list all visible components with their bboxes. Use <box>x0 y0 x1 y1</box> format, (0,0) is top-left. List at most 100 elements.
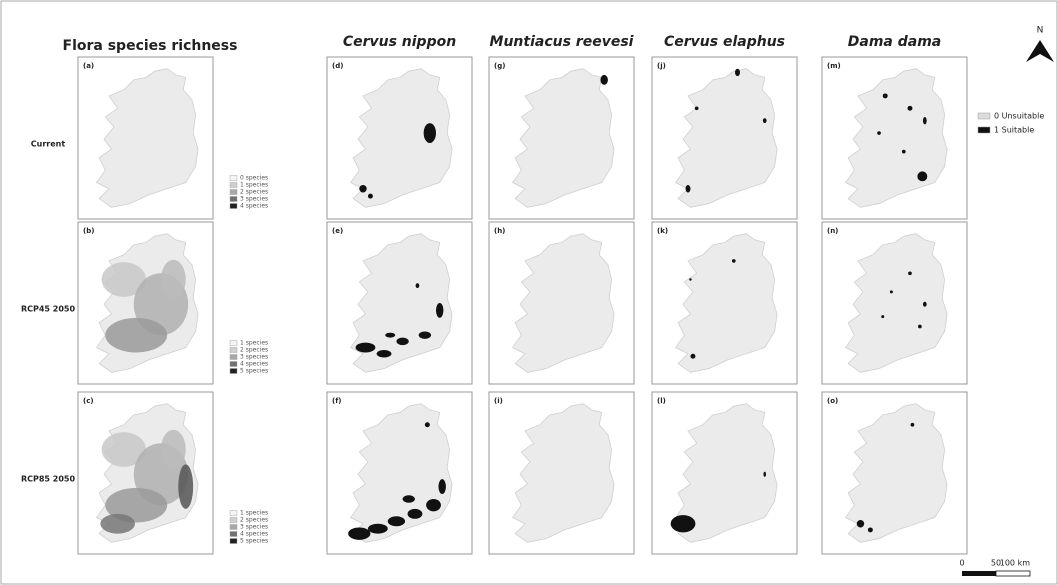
map-panel: (n) <box>822 222 967 384</box>
map-panel: (h) <box>489 222 634 384</box>
legend-swatch <box>230 341 237 346</box>
legend-swatch <box>230 518 237 523</box>
legend-label: 2 species <box>240 347 268 354</box>
richness-zone <box>178 464 193 509</box>
legend-label: 3 species <box>240 354 268 361</box>
suitable-patch <box>881 315 884 318</box>
suitable-patch <box>348 527 370 539</box>
suitable-patch <box>883 93 888 98</box>
map-panel: (e) <box>327 222 472 384</box>
suitable-patch <box>917 171 927 181</box>
map-panel: (i) <box>489 392 634 554</box>
legend-label: 1 species <box>240 340 268 347</box>
panel-label: (k) <box>657 227 668 235</box>
column-title: Cervus nippon <box>343 34 456 50</box>
suitable-patch <box>686 185 691 192</box>
map-panel: (o) <box>822 392 967 554</box>
scale-bar <box>962 571 1030 576</box>
map-panel: (a) <box>78 57 213 219</box>
legend-swatch <box>230 197 237 202</box>
row-label: RCP85 2050 <box>21 475 76 484</box>
legend-swatch <box>230 176 237 181</box>
legend-label: 2 species <box>240 517 268 524</box>
column-title: Muntiacus reevesi <box>490 34 634 50</box>
panel-label: (i) <box>494 397 503 405</box>
suitable-patch <box>368 524 388 534</box>
legend-label: 1 species <box>240 182 268 189</box>
panel-label: (h) <box>494 227 505 235</box>
suitable-patch <box>763 472 765 477</box>
legend-label: 5 species <box>240 538 268 545</box>
suitable-patch <box>907 106 912 111</box>
legend-swatch <box>230 532 237 537</box>
suitable-patch <box>868 527 873 532</box>
legend-swatch <box>230 355 237 360</box>
suitable-patch <box>732 259 736 263</box>
legend-swatch <box>230 525 237 530</box>
panel-label: (m) <box>827 62 841 70</box>
suitable-patch <box>735 69 740 76</box>
suitable-patch <box>923 117 927 124</box>
suitable-patch <box>857 520 864 527</box>
suitable-patch <box>911 423 915 427</box>
legend-swatch <box>978 127 990 133</box>
map-panel: (c) <box>78 392 213 554</box>
richness-zone <box>161 430 186 470</box>
map-panel: (k) <box>652 222 797 384</box>
panel-label: (n) <box>827 227 838 235</box>
map-panel: (d) <box>327 57 472 219</box>
panel-label: (a) <box>83 62 94 70</box>
legend-label: 4 species <box>240 531 268 538</box>
legend-swatch <box>230 539 237 544</box>
scale-label: 100 km <box>1000 559 1030 568</box>
panel-label: (c) <box>83 397 94 405</box>
suitable-patch <box>416 283 420 288</box>
suitable-patch <box>436 303 443 318</box>
legend-label: 2 species <box>240 189 268 196</box>
legend-swatch <box>978 113 990 119</box>
panel-label: (g) <box>494 62 505 70</box>
panel-label: (o) <box>827 397 838 405</box>
legend-label: 5 species <box>240 368 268 375</box>
panel-label: (f) <box>332 397 341 405</box>
legend-label: 1 Suitable <box>994 126 1034 135</box>
suitable-patch <box>426 499 441 511</box>
panel-label: (e) <box>332 227 343 235</box>
north-label: N <box>1037 26 1044 36</box>
suitable-patch <box>438 479 445 494</box>
suitable-patch <box>690 354 695 359</box>
suitable-patch <box>877 131 881 135</box>
suitable-patch <box>763 118 767 123</box>
legend-label: 4 species <box>240 361 268 368</box>
legend-label: 0 species <box>240 175 268 182</box>
suitable-patch <box>396 338 408 345</box>
suitable-patch <box>600 75 607 85</box>
suitable-patch <box>356 343 376 353</box>
suitable-patch <box>890 290 893 293</box>
panel-label: (d) <box>332 62 343 70</box>
map-panel: (f) <box>327 392 472 554</box>
panel-label: (l) <box>657 397 666 405</box>
suitable-patch <box>923 302 927 307</box>
suitable-patch <box>902 150 906 154</box>
suitable-patch <box>425 422 430 427</box>
map-panel: (j) <box>652 57 797 219</box>
suitable-patch <box>403 495 415 502</box>
legend-swatch <box>230 348 237 353</box>
suitable-patch <box>385 333 395 338</box>
suitable-patch <box>408 509 423 519</box>
panel-label: (b) <box>83 227 94 235</box>
suitable-patch <box>671 515 696 532</box>
flora-title: Flora species richness <box>63 38 238 54</box>
richness-zone <box>161 260 186 300</box>
map-panel: (l) <box>652 392 797 554</box>
column-title: Cervus elaphus <box>664 34 785 50</box>
legend-swatch <box>230 183 237 188</box>
legend-swatch <box>230 511 237 516</box>
row-label: Current <box>31 140 66 149</box>
legend-label: 3 species <box>240 524 268 531</box>
suitable-patch <box>419 331 431 338</box>
richness-zone <box>105 318 167 353</box>
legend-label: 3 species <box>240 196 268 203</box>
figure: Flora species richness N Current (a) 0 spe… <box>0 0 1058 585</box>
